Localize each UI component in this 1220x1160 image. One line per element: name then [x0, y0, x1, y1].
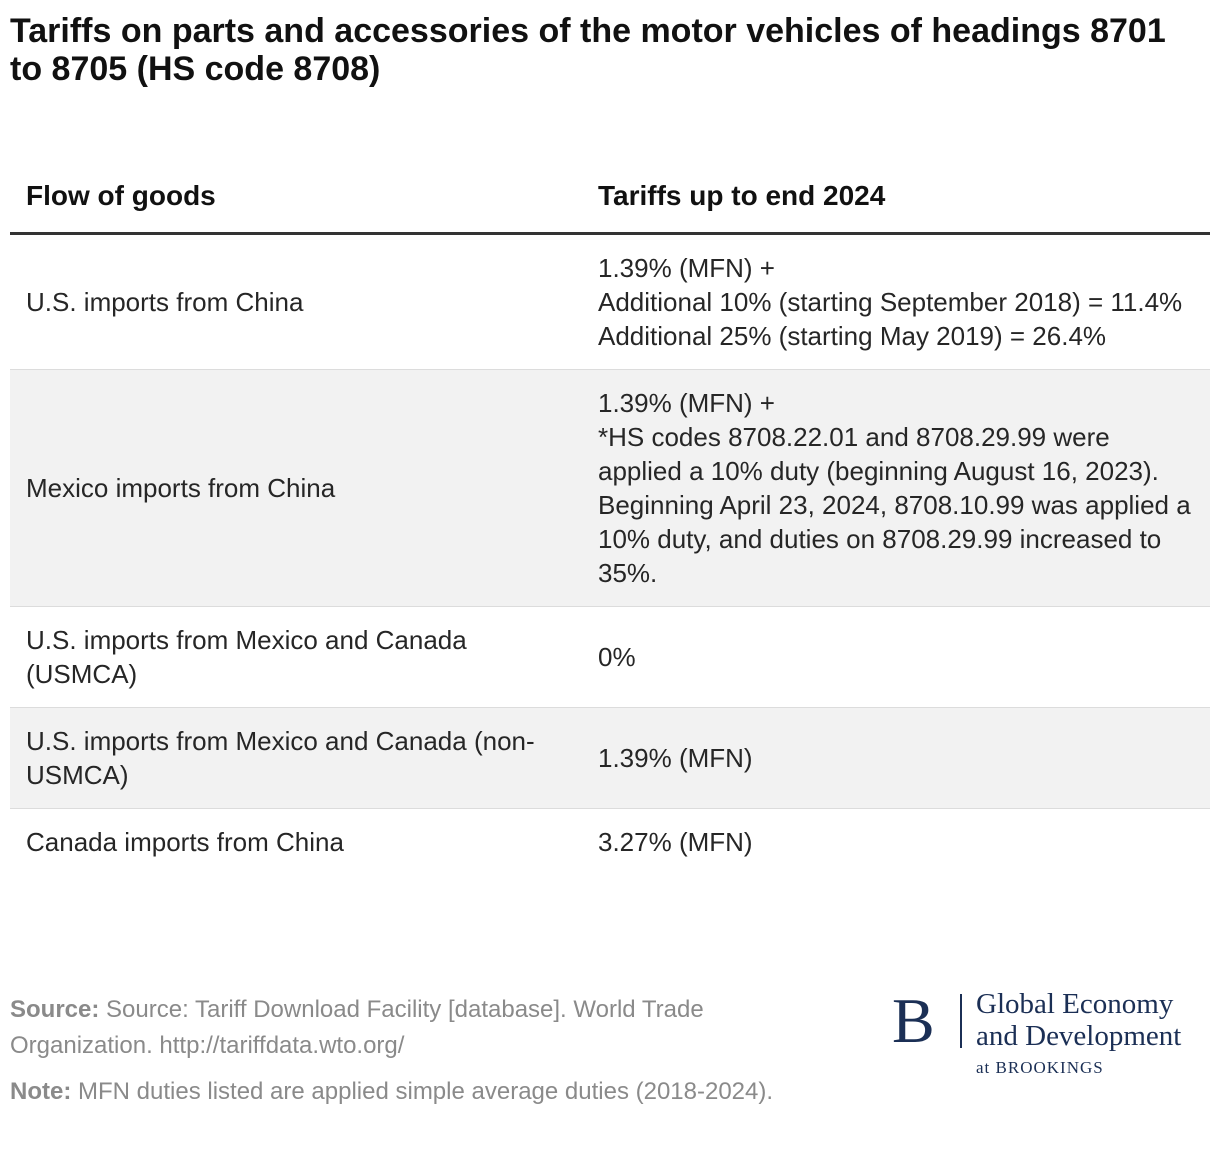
column-header-flow: Flow of goods	[10, 160, 582, 235]
flow-cell: U.S. imports from China	[10, 233, 582, 370]
logo-divider	[960, 994, 962, 1048]
methodology-note: Note: MFN duties listed are applied simp…	[10, 1074, 840, 1110]
tariff-line: 1.39% (MFN) +	[598, 253, 775, 283]
flow-cell: U.S. imports from Mexico and Canada (USM…	[10, 606, 582, 708]
logo-subtitle: at BROOKINGS	[976, 1058, 1104, 1077]
tariff-cell: 1.39% (MFN)	[582, 707, 1210, 809]
flow-cell: U.S. imports from Mexico and Canada (non…	[10, 707, 582, 809]
table-row: U.S. imports from Mexico and Canada (USM…	[10, 606, 1210, 708]
brookings-logo: B Global Economy and Development at BROO…	[892, 986, 1212, 1086]
table-row: U.S. imports from China 1.39% (MFN) + Ad…	[10, 233, 1210, 370]
source-note: Source: Source: Tariff Download Facility…	[10, 992, 840, 1064]
tariff-table: Flow of goods Tariffs up to end 2024 U.S…	[10, 160, 1210, 875]
logo-line-2: and Development	[976, 1020, 1182, 1052]
tariff-line: 3.27% (MFN)	[598, 827, 753, 857]
chart-title: Tariffs on parts and accessories of the …	[10, 12, 1166, 88]
flow-cell: Mexico imports from China	[10, 369, 582, 607]
tariff-line: 0%	[598, 642, 636, 672]
tariff-line: 1.39% (MFN)	[598, 743, 753, 773]
source-label: Source:	[10, 996, 100, 1023]
tariff-line: *HS codes 8708.22.01 and 8708.29.99 were…	[598, 422, 1191, 588]
table-row: U.S. imports from Mexico and Canada (non…	[10, 707, 1210, 809]
table-header-row: Flow of goods Tariffs up to end 2024	[10, 160, 1210, 235]
table-row: Canada imports from China 3.27% (MFN)	[10, 809, 1210, 876]
tariff-cell: 0%	[582, 606, 1210, 708]
column-header-tariffs: Tariffs up to end 2024	[582, 160, 1210, 235]
note-label: Note:	[10, 1078, 72, 1105]
flow-cell: Canada imports from China	[26, 827, 344, 857]
tariff-cell: 1.39% (MFN) + Additional 10% (starting S…	[582, 233, 1210, 370]
tariff-line: Additional 25% (starting May 2019) = 26.…	[598, 321, 1107, 351]
tariff-cell: 1.39% (MFN) + *HS codes 8708.22.01 and 8…	[582, 369, 1210, 607]
tariff-cell: 3.27% (MFN)	[582, 809, 1210, 876]
logo-b-mark: B	[892, 985, 935, 1056]
tariff-line: 1.39% (MFN) +	[598, 388, 775, 418]
note-text: MFN duties listed are applied simple ave…	[78, 1078, 774, 1105]
table-row: Mexico imports from China 1.39% (MFN) + …	[10, 369, 1210, 607]
source-text: Source: Tariff Download Facility [databa…	[10, 996, 704, 1059]
tariff-line: Additional 10% (starting September 2018)…	[598, 287, 1183, 317]
logo-line-1: Global Economy	[976, 988, 1174, 1020]
